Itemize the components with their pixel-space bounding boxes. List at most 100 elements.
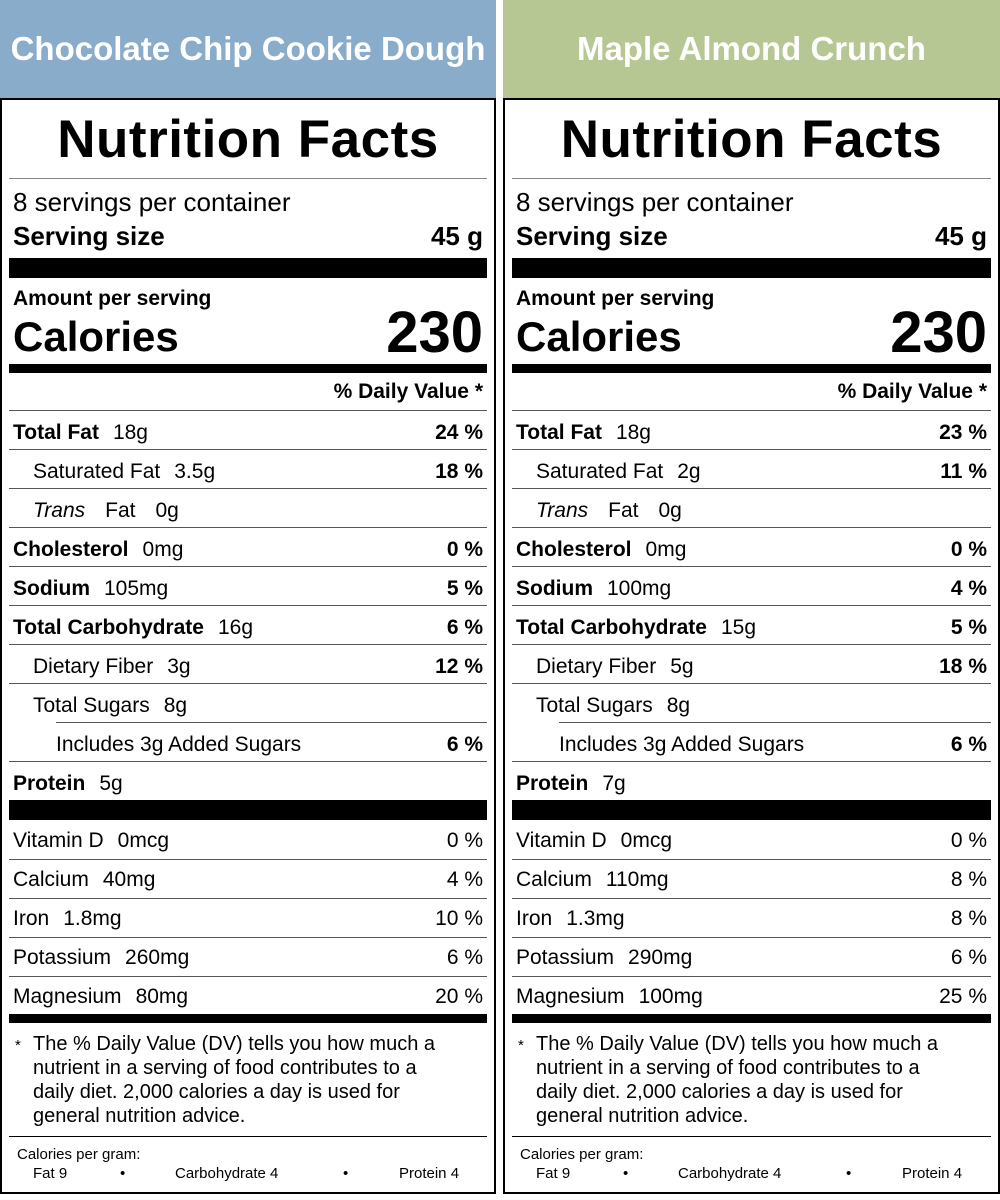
row-divider — [512, 644, 991, 645]
nutrient-name: Saturated Fat — [33, 460, 161, 483]
nutrient-row: Total Sugars 8g — [33, 695, 187, 716]
nutrient-name: Total Sugars — [536, 694, 653, 717]
nutrient-daily-value: 24 % — [435, 421, 483, 444]
nutrient-name: Includes 3g Added Sugars — [56, 733, 302, 756]
vitamin-row: Calcium 40mg — [13, 869, 155, 890]
calories-label: Calories — [516, 313, 682, 360]
nutrient-row: Includes 3g Added Sugars — [56, 734, 315, 755]
vitamin-amount: 260mg — [125, 946, 190, 969]
row-divider — [9, 683, 487, 684]
nutrient-row: Total Fat 18g — [13, 422, 148, 443]
nutrient-amount: 105mg — [104, 577, 169, 600]
nutrient-name: Includes 3g Added Sugars — [559, 733, 805, 756]
nutrient-name: Total Fat — [516, 421, 602, 444]
row-divider — [9, 566, 487, 567]
nutrient-daily-value: 5 % — [446, 577, 483, 600]
nutrient-amount: 5g — [99, 772, 123, 795]
nutrient-name: Saturated Fat — [536, 460, 664, 483]
vitamin-daily-value: 4 % — [446, 868, 483, 891]
product-column-maple-almond: Maple Almond Crunch Nutrition Facts 8 se… — [503, 0, 1000, 1200]
row-divider — [559, 722, 991, 723]
nutrient-daily-value: 12 % — [435, 655, 483, 678]
nutrient-row: Protein 5g — [13, 773, 123, 794]
row-divider — [9, 605, 487, 606]
vitamin-row: Vitamin D 0mcg — [13, 830, 169, 851]
calories-per-gram-carbohydrate: Carbohydrate 4 — [678, 1165, 782, 1182]
vitamin-amount: 80mg — [135, 985, 189, 1008]
thick-divider — [9, 800, 487, 820]
vitamin-row: Iron 1.8mg — [13, 908, 122, 929]
nutrient-daily-value: 0 % — [950, 538, 987, 561]
medium-divider — [9, 1014, 487, 1023]
nutrient-amount: 2g — [677, 460, 701, 483]
row-divider — [9, 644, 487, 645]
nutrient-amount: 3.5g — [174, 460, 216, 483]
vitamin-amount: 1.3mg — [566, 907, 625, 930]
vitamin-name: Magnesium — [516, 985, 625, 1008]
calories-per-gram-fat: Fat 9 — [536, 1165, 571, 1182]
calories-value: 230 — [890, 300, 987, 365]
medium-divider — [9, 364, 487, 373]
vitamin-daily-value: 8 % — [950, 868, 987, 891]
nutrient-name: Cholesterol — [13, 538, 129, 561]
nutrient-row: Total Carbohydrate 15g — [516, 617, 756, 638]
vitamin-name: Iron — [13, 907, 50, 930]
vitamin-daily-value: 6 % — [950, 946, 987, 969]
footnote-line: nutrient in a serving of food contribute… — [536, 1057, 920, 1079]
footnote-line: general nutrition advice. — [33, 1105, 246, 1127]
nutrient-row: Includes 3g Added Sugars — [559, 734, 818, 755]
nutrient-daily-value: 5 % — [950, 616, 987, 639]
nutrient-amount: 18g — [112, 421, 148, 444]
vitamin-name: Calcium — [13, 868, 89, 891]
row-divider — [9, 761, 487, 762]
row-divider — [9, 898, 487, 899]
nutrient-amount: 8g — [666, 694, 691, 717]
vitamin-name: Potassium — [516, 946, 615, 969]
nutrient-amount: 5g — [670, 655, 694, 678]
nutrient-row: Dietary Fiber 5g — [536, 656, 694, 677]
nutrient-row: Sodium 100mg — [516, 578, 671, 599]
servings-per-container: 8 servings per container — [13, 187, 291, 217]
vitamin-row: Magnesium 100mg — [516, 986, 703, 1007]
row-divider — [9, 859, 487, 860]
bullet-separator: • — [120, 1165, 126, 1182]
vitamin-row: Iron 1.3mg — [516, 908, 625, 929]
nutrient-name: Cholesterol — [516, 538, 632, 561]
amount-per-serving-label: Amount per serving — [516, 287, 715, 310]
nutrient-daily-value: 0 % — [446, 538, 483, 561]
calories-label: Calories — [13, 313, 179, 360]
bullet-separator: • — [623, 1165, 629, 1182]
nutrient-name: Total Fat — [13, 421, 99, 444]
footnote-line: daily diet. 2,000 calories a day is used… — [536, 1081, 903, 1103]
nutrient-daily-value: 18 % — [435, 460, 483, 483]
product-name-header: Chocolate Chip Cookie Dough — [0, 0, 496, 98]
nutrient-name: Trans — [536, 499, 589, 522]
label-title: Nutrition Facts — [57, 110, 439, 169]
row-divider — [512, 488, 991, 489]
row-divider — [9, 488, 487, 489]
footnote-line: daily diet. 2,000 calories a day is used… — [33, 1081, 400, 1103]
medium-divider — [512, 364, 991, 373]
nutrient-daily-value: 11 % — [940, 460, 987, 483]
daily-value-header: % Daily Value * — [837, 380, 987, 403]
nutrient-amount: 15g — [720, 616, 757, 639]
row-divider — [9, 410, 487, 411]
nutrient-amount: 8g — [163, 694, 188, 717]
vitamin-daily-value: 6 % — [446, 946, 483, 969]
nutrient-row: Total Fat 18g — [516, 422, 651, 443]
nutrient-row: Total Sugars 8g — [536, 695, 690, 716]
label-title: Nutrition Facts — [560, 110, 943, 169]
footnote-line: The % Daily Value (DV) tells you how muc… — [536, 1033, 939, 1055]
nutrient-daily-value: 4 % — [950, 577, 987, 600]
nutrient-name: Total Carbohydrate — [516, 616, 707, 639]
row-divider — [9, 937, 487, 938]
vitamin-amount: 0mcg — [117, 829, 170, 852]
row-divider — [512, 683, 991, 684]
footnote-star: * — [15, 1037, 21, 1054]
row-divider — [512, 898, 991, 899]
nutrient-row: Sodium 105mg — [13, 578, 168, 599]
serving-size-label: Serving size — [516, 221, 668, 251]
nutrient-name: Dietary Fiber — [33, 655, 154, 678]
vitamin-daily-value: 10 % — [435, 907, 483, 930]
vitamin-name: Vitamin D — [13, 829, 104, 852]
